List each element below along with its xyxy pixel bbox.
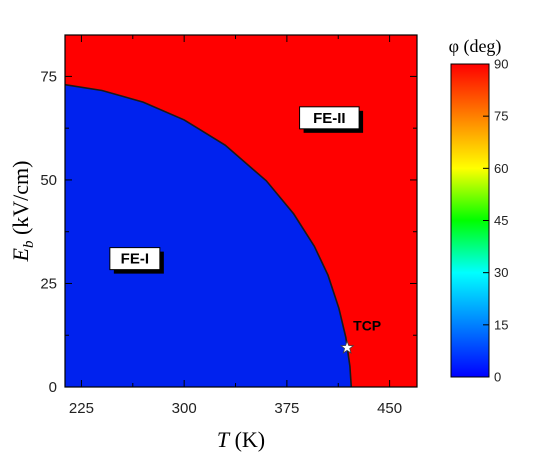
y-tick-label: 75: [40, 68, 57, 85]
colorbar: φ (deg) 0 15 30 45 60 75 90: [449, 36, 509, 385]
x-tick-label: 300: [172, 400, 197, 417]
y-axis-title-symbol: E: [8, 247, 33, 262]
y-tick-label: 50: [40, 172, 57, 189]
colorbar-title: φ (deg): [449, 36, 502, 57]
x-axis-ticks: 225 300 375 450: [69, 35, 402, 417]
x-axis-title: T (K): [217, 427, 265, 452]
fe-i-region: [65, 84, 352, 387]
colorbar-tick-label: 30: [494, 265, 508, 280]
plot-area: [64, 34, 418, 388]
y-tick-label: 25: [40, 275, 57, 292]
y-axis-title-unit: (kV/cm): [8, 161, 33, 241]
colorbar-tick-label: 90: [494, 57, 508, 72]
tcp-star-marker: [339, 340, 355, 354]
phase-boundary-line: [64, 83, 353, 388]
x-tick-label: 450: [377, 400, 402, 417]
x-axis-title-symbol: T: [217, 427, 231, 452]
y-axis-ticks: 0 25 50 75: [40, 68, 417, 396]
x-tick-label: 225: [69, 400, 94, 417]
fe-i-label: FE-I: [109, 247, 164, 274]
x-tick-label: 375: [274, 400, 299, 417]
fe-ii-label: FE-II: [299, 106, 364, 133]
colorbar-tick-label: 75: [494, 109, 508, 124]
y-axis-title: Eb (kV/cm): [8, 161, 37, 263]
colorbar-ticks: 0 15 30 45 60 75 90: [483, 57, 508, 385]
y-axis-title-subscript: b: [21, 240, 37, 248]
colorbar-tick-label: 0: [494, 370, 501, 385]
colorbar-bar: [450, 63, 490, 378]
colorbar-tick-label: 15: [494, 317, 508, 332]
colorbar-tick-label: 60: [494, 161, 508, 176]
tcp-label: TCP: [353, 318, 381, 334]
y-tick-label: 0: [49, 379, 57, 396]
plot-frame: [64, 34, 418, 388]
fe-i-label-text: FE-I: [121, 251, 149, 268]
fe-ii-label-text: FE-II: [313, 110, 346, 127]
colorbar-tick-label: 45: [494, 213, 508, 228]
x-axis-title-unit: (K): [229, 427, 265, 452]
